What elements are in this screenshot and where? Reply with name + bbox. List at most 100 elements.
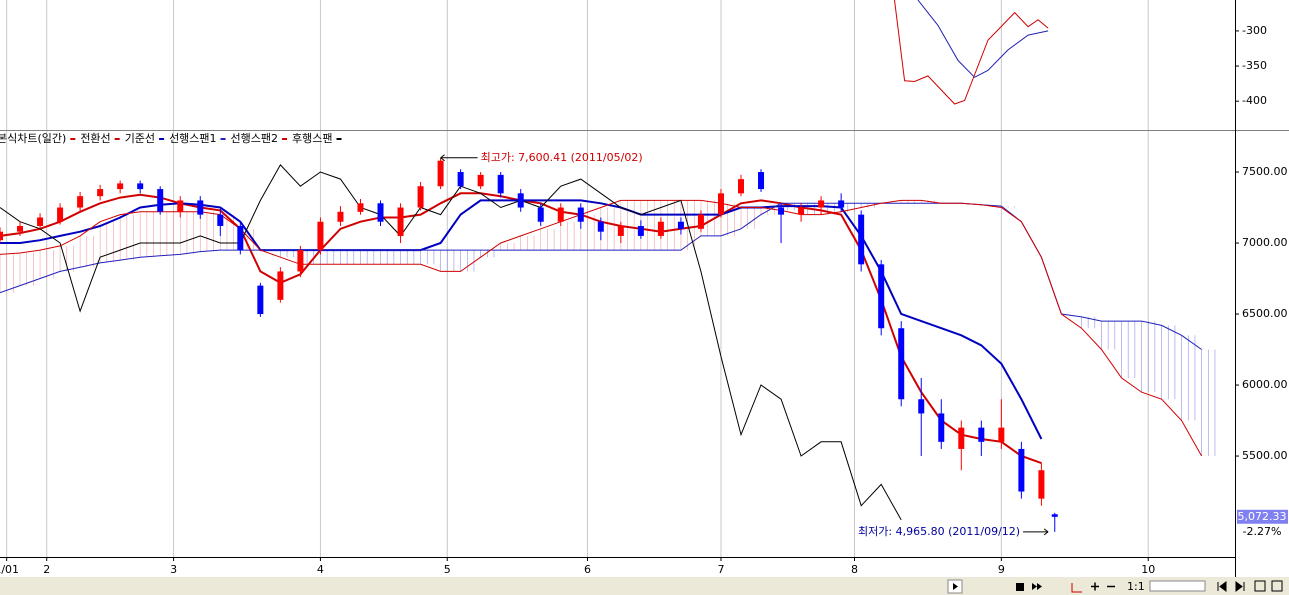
candle-body [17, 225, 24, 232]
toolbar-bg [0, 577, 1289, 595]
legend-marker [159, 138, 165, 140]
x-tick-label: 10 [1141, 563, 1155, 576]
y-tick-label: 6000.00 [1242, 378, 1288, 391]
candle-body [597, 221, 604, 232]
chart-type-button[interactable] [1071, 583, 1082, 593]
candle-body [317, 221, 324, 251]
panel [0, 131, 1216, 557]
legend-label: 선행스팬1 [169, 132, 216, 145]
candle-body [477, 174, 484, 187]
candle-body [57, 207, 64, 222]
candle-body [0, 231, 3, 241]
x-tick-label: 1/01 [0, 563, 19, 576]
toolbar: 1:1 [0, 577, 1289, 595]
legend-marker [336, 138, 342, 140]
candle-body [457, 172, 464, 187]
candle-body [157, 189, 164, 212]
x-tick-label: 7 [717, 563, 724, 576]
candle-body [97, 189, 104, 197]
y-tick-label: 5500.00 [1242, 449, 1288, 462]
last-button[interactable] [1235, 581, 1245, 592]
zoom-in-button[interactable] [1091, 582, 1099, 591]
candle-body [517, 193, 524, 208]
candle-body [117, 183, 124, 190]
y-tick-label: 7500.00 [1242, 165, 1288, 178]
legend-label: 기준선 [125, 132, 155, 145]
y-tick-label: 6500.00 [1242, 307, 1288, 320]
arrow-head [1043, 528, 1049, 536]
candle-body [838, 200, 845, 208]
candle-body [738, 179, 744, 194]
first-button[interactable] [1217, 581, 1227, 592]
y-tick-label: -300 [1242, 24, 1267, 37]
candle-body [978, 427, 985, 442]
candle-body [818, 200, 825, 208]
x-tick-label: 5 [444, 563, 451, 576]
candle-body [337, 211, 344, 222]
legend-label: 후행스팬 [292, 132, 332, 145]
candle-body [357, 203, 364, 212]
candle-body [798, 207, 805, 215]
candle-body [998, 427, 1005, 442]
candle-body [617, 225, 624, 236]
stop-button[interactable] [1016, 583, 1024, 591]
candle-body [37, 217, 44, 226]
candle-body [878, 264, 885, 329]
scroll-slider[interactable] [1149, 580, 1206, 592]
candle-body [717, 193, 724, 215]
x-tick-label: 8 [851, 563, 858, 576]
candle-body [197, 200, 204, 215]
candle-body [77, 196, 84, 208]
candle-body [557, 207, 564, 222]
candle-body [697, 214, 704, 229]
x-tick-label: 9 [998, 563, 1005, 576]
x-tick-label: 4 [317, 563, 324, 576]
panel [6, 0, 1149, 130]
current-change-label: -2.27% [1243, 525, 1282, 538]
candle-body [417, 186, 424, 208]
annotation: 최고가: 7,600.41 (2011/05/02) [481, 151, 643, 164]
candle-body [277, 271, 284, 300]
series-line [917, 0, 1049, 78]
settings-button[interactable] [1254, 580, 1266, 592]
candle-body [297, 250, 304, 272]
legend-label: 전환선 [80, 132, 110, 145]
legend-marker [220, 138, 226, 140]
current-value-box [1237, 509, 1288, 524]
x-tick-label: 6 [584, 563, 591, 576]
fast-forward-button[interactable] [1032, 583, 1042, 590]
candle-body [577, 207, 584, 222]
candle-body [497, 174, 504, 194]
candle-body [657, 221, 664, 236]
series-line [0, 202, 1202, 350]
annotation: 최저가: 4,965.80 (2011/09/12) [858, 525, 1020, 538]
candle-body [758, 172, 765, 190]
legend-marker [114, 138, 120, 140]
candle-body [1018, 448, 1025, 492]
print-button[interactable] [1271, 580, 1283, 592]
candle-body [257, 285, 264, 315]
legend-marker [70, 138, 76, 140]
candle-body [237, 225, 244, 251]
candle-body [938, 413, 945, 442]
y-tick-label: -350 [1242, 59, 1267, 72]
candle-body [217, 214, 224, 226]
legend-marker [282, 138, 288, 140]
legend-label: 선행스팬2 [231, 132, 278, 145]
candle-body [377, 203, 384, 222]
candle-body [898, 328, 905, 400]
x-tick-label: 2 [43, 563, 50, 576]
candle-body [637, 225, 644, 236]
toolbar-icon[interactable] [953, 583, 958, 590]
series-line [0, 164, 902, 521]
candle-body [778, 207, 785, 215]
candle-body [397, 207, 404, 236]
candle-body [137, 183, 144, 190]
candle-body [177, 200, 184, 212]
legend-title: 본식차트(일간) [0, 131, 66, 145]
y-tick-label: -400 [1242, 94, 1267, 107]
current-value-label: 5,072.33 [1238, 510, 1287, 523]
